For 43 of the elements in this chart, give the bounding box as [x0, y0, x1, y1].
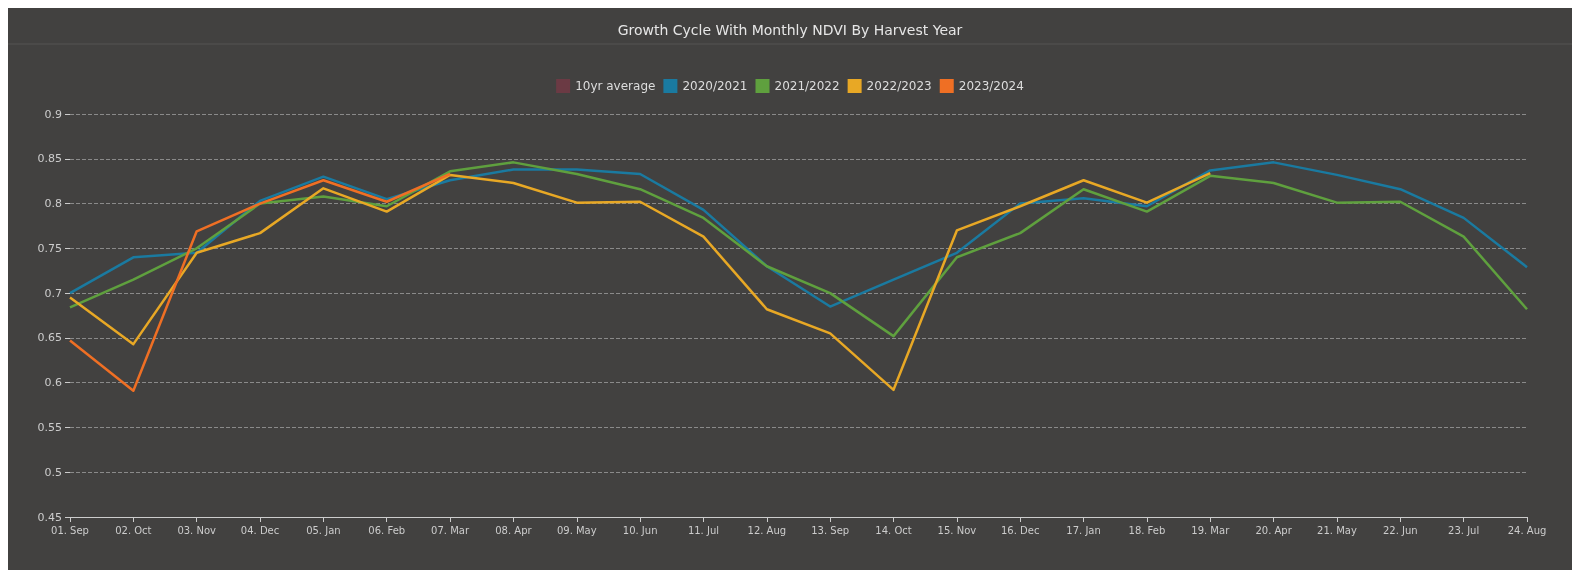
x-tick-label: 14. Oct — [875, 524, 912, 536]
x-tick-label: 02. Oct — [115, 524, 152, 536]
line-series — [68, 161, 1529, 338]
x-tick-label: 18. Feb — [1128, 524, 1166, 536]
x-tick-label: 05. Jan — [306, 524, 341, 536]
legend-label: 10yr average — [575, 79, 656, 93]
x-tick-label: 19. Mar — [1191, 524, 1231, 536]
line-series — [68, 172, 452, 392]
y-tick-label: 0.55 — [37, 420, 62, 434]
y-tick-label: 0.5 — [44, 465, 62, 479]
x-tick-label: 07. Mar — [431, 524, 470, 536]
x-tick-label: 23. Jul — [1448, 524, 1480, 536]
x-tick-label: 17. Jan — [1066, 524, 1101, 536]
x-tick-label: 03. Nov — [177, 524, 217, 536]
x-tick-label: 13. Sep — [811, 524, 850, 536]
y-tick-label: 0.45 — [37, 510, 62, 524]
y-tick-label: 0.6 — [44, 376, 62, 390]
legend-label: 2020/2021 — [682, 79, 748, 93]
x-tick-label: 06. Feb — [368, 524, 406, 536]
legend-label: 2021/2022 — [774, 79, 840, 93]
x-tick-label: 10. Jun — [622, 524, 658, 536]
line-series — [68, 171, 1212, 392]
x-tick-label: 24. Aug — [1507, 524, 1547, 536]
x-tick-label: 09. May — [556, 524, 597, 536]
y-tick-label: 0.8 — [44, 197, 62, 211]
x-tick-label: 01. Sep — [51, 524, 89, 536]
x-tick-label: 16. Dec — [1001, 524, 1040, 536]
y-tick-label: 0.85 — [37, 152, 62, 166]
y-tick-label: 0.65 — [37, 331, 62, 345]
y-tick-label: 0.75 — [37, 241, 62, 255]
x-tick-label: 15. Nov — [937, 524, 977, 536]
y-tick-label: 0.9 — [44, 107, 62, 121]
x-tick-label: 11. Jul — [687, 524, 720, 536]
legend-label: 2022/2023 — [866, 79, 932, 93]
chart-title: Growth Cycle With Monthly NDVI By Harvest Year — [617, 22, 963, 38]
y-tick-label: 0.7 — [44, 286, 62, 300]
x-tick-label: 22. Jun — [1382, 524, 1418, 536]
x-tick-label: 20. Apr — [1255, 524, 1293, 536]
x-tick-label: 12. Aug — [747, 524, 787, 536]
x-tick-label: 04. Dec — [240, 524, 280, 536]
x-tick-label: 08. Apr — [495, 524, 533, 536]
legend-label: 2023/2024 — [958, 79, 1024, 93]
x-tick-label: 21. May — [1317, 524, 1357, 536]
